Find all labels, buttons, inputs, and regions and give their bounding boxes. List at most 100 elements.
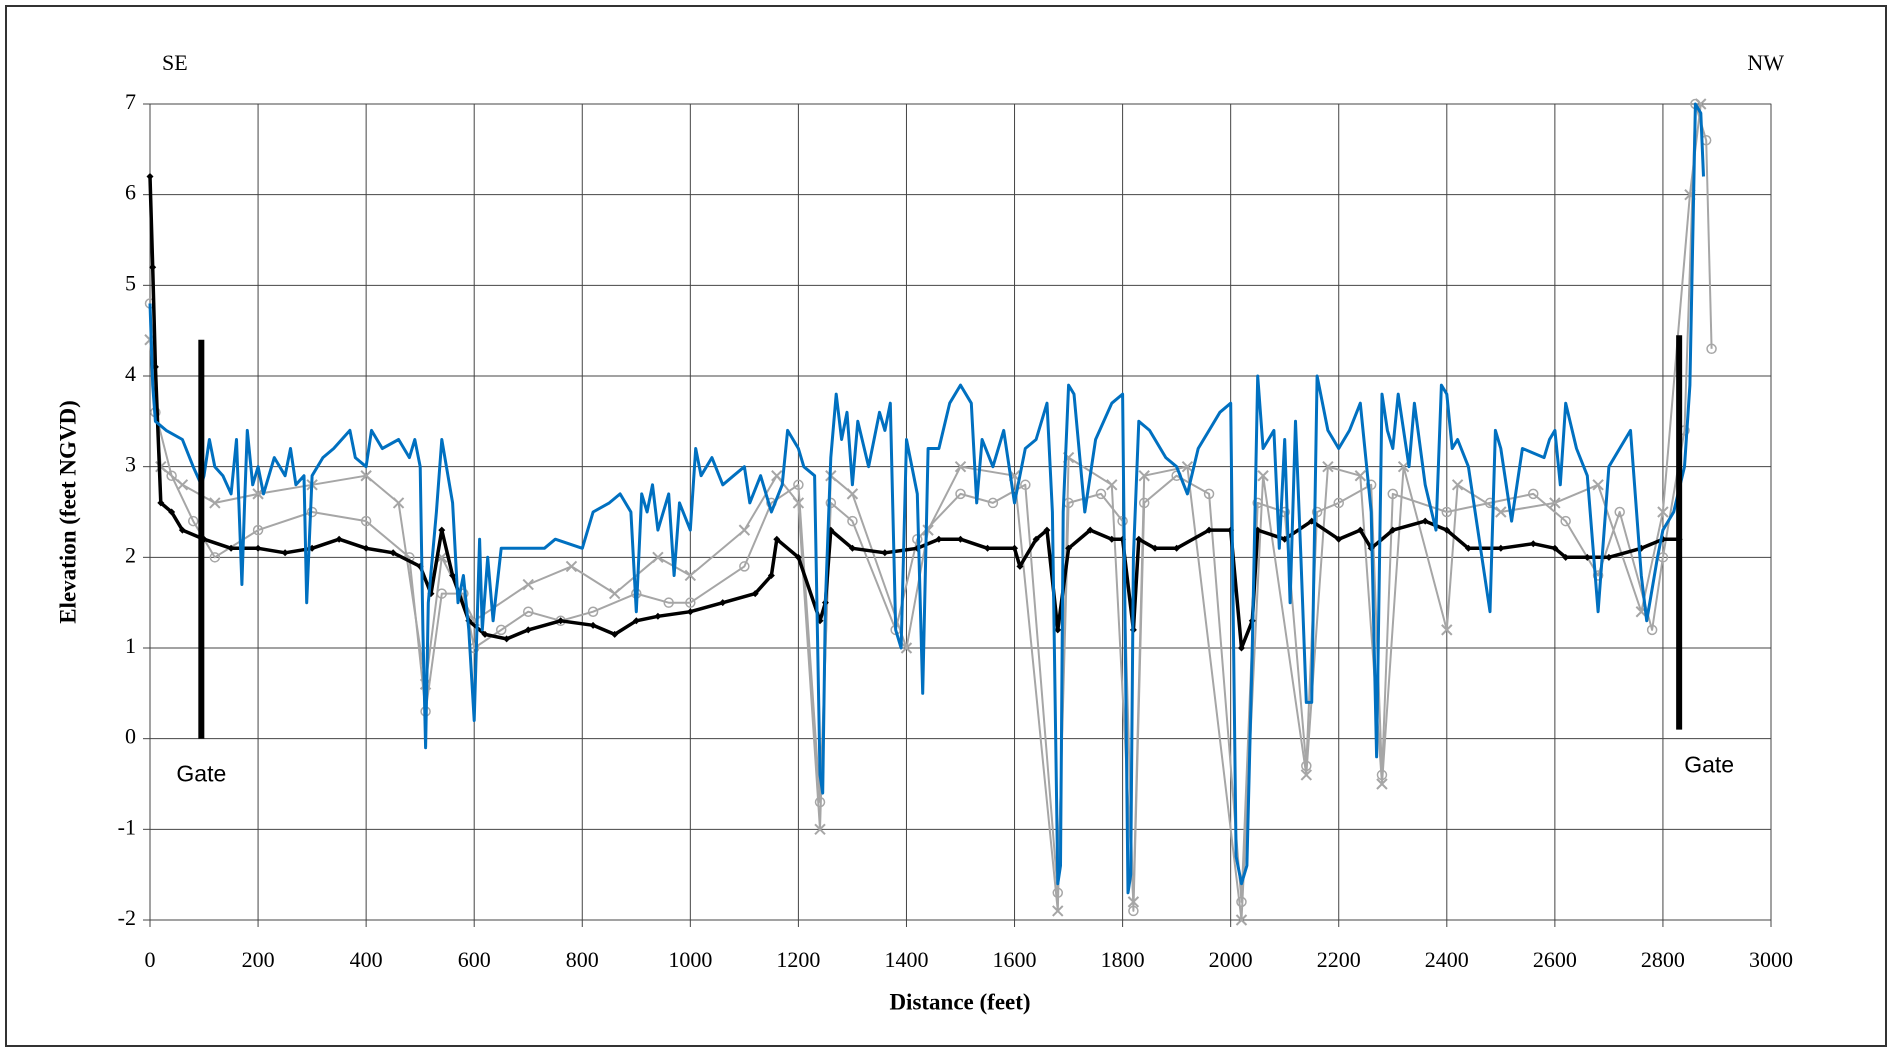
marker	[771, 470, 783, 482]
marker	[1356, 526, 1364, 534]
marker	[1128, 905, 1139, 917]
x-tick-label: 2000	[1209, 947, 1253, 972]
marker	[178, 526, 186, 534]
marker	[522, 578, 534, 591]
marker	[1592, 570, 1604, 581]
marker	[1086, 526, 1094, 534]
marker	[1549, 497, 1561, 509]
marker	[773, 535, 781, 543]
marker	[1657, 506, 1669, 518]
annotation: NW	[1747, 50, 1784, 75]
marker	[1614, 506, 1625, 518]
marker	[1562, 553, 1570, 561]
marker	[1592, 479, 1604, 491]
marker	[954, 460, 967, 473]
marker	[360, 470, 372, 482]
y-tick-label: -2	[118, 905, 136, 930]
marker	[281, 549, 289, 557]
marker	[686, 608, 694, 616]
marker	[166, 470, 177, 481]
marker	[1365, 479, 1377, 491]
marker	[146, 173, 154, 181]
marker	[209, 497, 221, 509]
marker	[1032, 535, 1040, 543]
marker	[1322, 460, 1334, 473]
plot-area	[149, 103, 1772, 921]
x-tick-label: 3000	[1749, 947, 1793, 972]
marker	[1300, 769, 1313, 781]
marker	[1529, 540, 1537, 548]
marker	[654, 612, 662, 620]
marker	[987, 497, 999, 509]
marker	[719, 599, 727, 607]
marker	[1497, 544, 1505, 552]
marker	[632, 617, 640, 625]
y-tick-label: 6	[125, 180, 136, 205]
y-axis-label: Elevation (feet NGVD)	[55, 400, 80, 624]
marker	[751, 590, 759, 598]
x-tick-label: 1400	[884, 947, 928, 972]
marker	[767, 571, 775, 579]
x-tick-label: 1600	[993, 947, 1037, 972]
marker	[227, 544, 235, 552]
marker	[1205, 526, 1213, 534]
marker	[168, 508, 176, 516]
x-tick-label: 0	[145, 947, 156, 972]
marker	[1551, 544, 1559, 552]
y-tick-label: 2	[125, 542, 136, 567]
marker	[1495, 506, 1507, 518]
marker	[360, 515, 372, 527]
marker	[254, 544, 262, 552]
y-tick-label: 7	[125, 89, 136, 114]
marker	[565, 560, 578, 573]
y-tick-label: 0	[125, 724, 136, 749]
marker	[900, 642, 913, 654]
marker	[1605, 553, 1613, 561]
marker	[557, 617, 565, 625]
marker	[1108, 535, 1116, 543]
marker	[389, 549, 397, 557]
marker	[1020, 479, 1031, 491]
marker	[1333, 497, 1344, 509]
marker	[392, 497, 405, 509]
series-line	[149, 103, 1702, 921]
x-tick-label: 800	[566, 947, 599, 972]
marker	[1397, 460, 1410, 473]
marker	[1106, 479, 1118, 491]
marker	[1151, 544, 1159, 552]
x-tick-label: 1200	[776, 947, 820, 972]
marker	[1464, 544, 1472, 552]
marker	[1052, 905, 1064, 917]
marker	[814, 823, 826, 836]
y-tick-label: 4	[125, 361, 136, 386]
marker	[149, 263, 157, 271]
x-tick-label: 200	[242, 947, 275, 972]
marker	[1441, 506, 1453, 518]
marker	[1011, 544, 1019, 552]
marker	[738, 524, 751, 536]
marker	[335, 535, 343, 543]
x-tick-label: 2600	[1533, 947, 1577, 972]
marker	[1528, 488, 1539, 500]
marker	[1054, 626, 1062, 634]
marker	[503, 635, 511, 643]
marker	[793, 479, 804, 491]
marker	[608, 587, 621, 600]
marker	[955, 488, 966, 500]
marker	[1237, 644, 1245, 652]
marker	[1335, 535, 1343, 543]
marker	[1257, 470, 1269, 482]
x-tick-label: 400	[350, 947, 383, 972]
marker	[1387, 488, 1399, 500]
marker	[1354, 470, 1367, 482]
marker	[1016, 562, 1024, 570]
marker	[1127, 896, 1140, 908]
marker	[1135, 535, 1143, 543]
marker	[209, 552, 221, 563]
marker	[846, 488, 859, 500]
marker	[1203, 488, 1215, 500]
marker	[1235, 914, 1248, 926]
x-tick-label: 1000	[668, 947, 712, 972]
marker	[1043, 526, 1051, 534]
